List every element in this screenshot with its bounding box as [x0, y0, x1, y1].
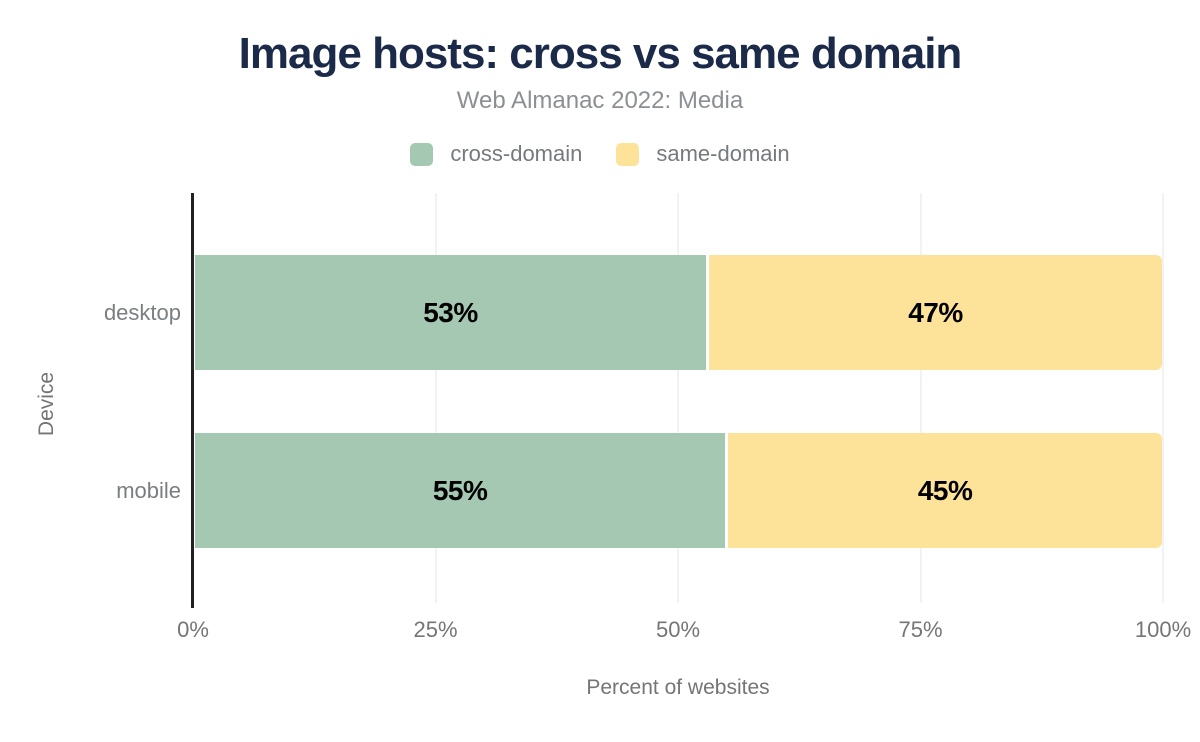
bar-value-label: 47%: [908, 296, 963, 328]
bar-segment-mobile-same-domain[interactable]: 45%: [728, 433, 1162, 548]
x-tick-100%: 100%: [1134, 617, 1192, 642]
category-label-desktop: desktop: [103, 299, 181, 325]
plot-area: 53% 47% 55% 45%: [191, 193, 1164, 608]
bar-value-label: 53%: [423, 296, 478, 328]
chart-subtitle: Web Almanac 2022: Media: [456, 87, 744, 114]
bar-segment-desktop-cross-domain[interactable]: 53%: [195, 255, 706, 370]
legend-item-cross-domain[interactable]: cross-domain: [410, 141, 582, 167]
gridline-100: [1162, 193, 1164, 603]
legend-swatch: [410, 142, 434, 166]
x-tick-0%: 0%: [177, 617, 209, 642]
y-axis-title: Device: [35, 371, 58, 437]
x-axis-title: Percent of websites: [586, 676, 770, 699]
legend-swatch: [616, 142, 640, 166]
bar-row-mobile: 55% 45%: [195, 433, 1162, 548]
x-tick-75%: 75%: [898, 617, 943, 642]
bar-segment-desktop-same-domain[interactable]: 47%: [708, 255, 1162, 370]
bar-segment-mobile-cross-domain[interactable]: 55%: [195, 433, 726, 548]
y-axis-line: [191, 193, 194, 608]
bar-row-desktop: 53% 47%: [195, 255, 1162, 370]
legend-label: same-domain: [656, 141, 790, 166]
bar-value-label: 45%: [917, 474, 973, 506]
gridline-75: [919, 193, 922, 603]
bar-value-label: 55%: [432, 474, 488, 506]
legend: cross-domain same-domain: [0, 139, 1200, 169]
category-label-mobile: mobile: [116, 477, 181, 503]
x-tick-50%: 50%: [655, 617, 701, 642]
legend-label: cross-domain: [450, 141, 583, 166]
gridline-50: [677, 193, 679, 603]
legend-item-same-domain[interactable]: same-domain: [616, 141, 790, 167]
gridline-25: [434, 193, 437, 603]
chart-title: Image hosts: cross vs same domain: [238, 29, 963, 78]
x-tick-25%: 25%: [413, 617, 458, 642]
